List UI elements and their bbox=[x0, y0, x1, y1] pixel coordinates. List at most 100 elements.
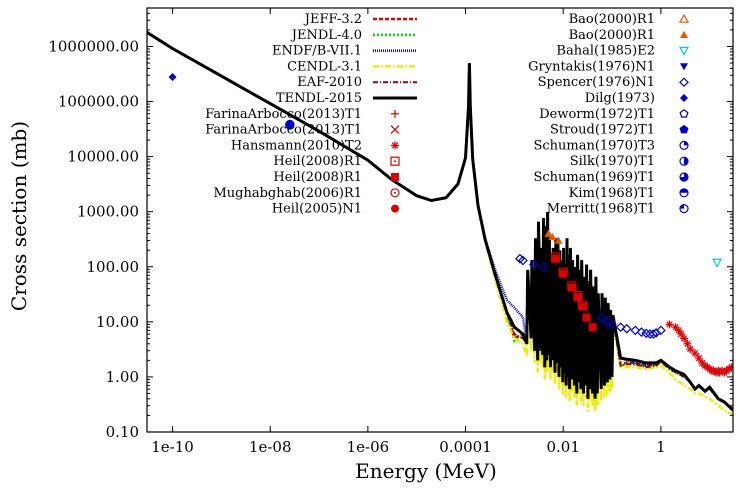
y-tick-label: 10.00 bbox=[96, 313, 139, 331]
legend-marker-sample bbox=[679, 77, 689, 88]
data-point bbox=[665, 320, 674, 329]
data-point bbox=[559, 269, 568, 278]
legend-entry: ENDF/B-VII.1 bbox=[272, 44, 417, 59]
y-tick-label: 100.00 bbox=[87, 258, 140, 276]
legend-label: ENDF/B-VII.1 bbox=[272, 44, 362, 59]
y-tick-label: 1000000.00 bbox=[48, 37, 139, 55]
legend-label: Mughabghab(2006)R1 bbox=[213, 186, 362, 201]
data-point bbox=[727, 363, 733, 372]
legend-entry: Heil(2005)N1 bbox=[272, 202, 399, 217]
legend-label: Schuman(1970)T3 bbox=[533, 138, 655, 153]
legend-entry: JEFF-3.2 bbox=[303, 12, 417, 27]
legend-label: TENDL-2015 bbox=[276, 91, 362, 106]
legend-entry: Schuman(1970)T3 bbox=[533, 138, 689, 153]
legend-entry: Spencer(1976)N1 bbox=[538, 75, 689, 90]
legend-marker-sample bbox=[679, 124, 689, 134]
legend-marker-sample bbox=[679, 140, 689, 150]
data-point bbox=[680, 334, 689, 343]
legend-label: Gryntakis(1976)N1 bbox=[528, 59, 655, 74]
legend-label: Heil(2005)N1 bbox=[272, 202, 362, 217]
data-point bbox=[567, 283, 576, 292]
legend-label: Bao(2000)R1 bbox=[569, 12, 655, 27]
x-tick-label: 0.01 bbox=[546, 438, 579, 456]
x-axis-title: Energy (MeV) bbox=[355, 459, 497, 483]
data-point bbox=[656, 325, 666, 336]
data-point bbox=[548, 232, 557, 241]
series-line bbox=[147, 31, 733, 412]
x-tick-label: 1e-06 bbox=[347, 438, 390, 456]
legend-label: CENDL-3.1 bbox=[287, 59, 362, 74]
legend-entry: FarinaArbocco(2013)T1 bbox=[205, 123, 400, 138]
legend-marker-sample bbox=[679, 109, 689, 118]
legend-label: Stroud(1972)T1 bbox=[550, 123, 655, 138]
legend-label: Bao(2000)R1 bbox=[569, 28, 655, 43]
data-point bbox=[596, 312, 607, 323]
y-tick-label: 1.00 bbox=[106, 368, 139, 386]
legend-label: Heil(2008)R1 bbox=[273, 170, 362, 185]
data-point bbox=[285, 120, 295, 130]
y-tick-label: 1000.00 bbox=[77, 203, 139, 221]
data-point bbox=[691, 349, 700, 358]
legend-label: Spencer(1976)N1 bbox=[538, 75, 655, 90]
legend-entry: Silk(1970)T1 bbox=[570, 154, 689, 169]
legend-entry: Schuman(1969)T1 bbox=[533, 170, 689, 185]
legend-marker-sample bbox=[680, 63, 688, 71]
legend-marker-sample bbox=[391, 109, 399, 118]
legend-entry: FarinaArbocco(2013)T1 bbox=[205, 107, 399, 122]
legend-label: JEFF-3.2 bbox=[303, 12, 362, 27]
legend-marker-sample bbox=[391, 204, 399, 213]
data-point bbox=[607, 319, 617, 330]
legend-marker-sample bbox=[679, 188, 689, 198]
legend-label: Bahal(1985)E2 bbox=[556, 44, 655, 59]
legend-label: JENDL-4.0 bbox=[290, 28, 362, 43]
data-point bbox=[544, 229, 553, 237]
legend-marker-sample bbox=[680, 30, 688, 38]
x-tick-label: 1 bbox=[656, 438, 666, 456]
legend-entry: Stroud(1972)T1 bbox=[550, 123, 689, 138]
legend-label: Schuman(1969)T1 bbox=[533, 170, 655, 185]
data-point bbox=[588, 323, 597, 332]
legend-entry: Hansmann(2010)T2 bbox=[231, 138, 399, 153]
legend-marker-sample bbox=[390, 125, 400, 135]
data-point bbox=[578, 302, 587, 311]
legend-entry: EAF-2010 bbox=[297, 75, 417, 90]
data-point bbox=[683, 339, 692, 348]
legend-label: FarinaArbocco(2013)T1 bbox=[205, 123, 362, 138]
legend-marker-sample bbox=[391, 173, 399, 181]
data-point bbox=[538, 261, 549, 272]
legend-label: FarinaArbocco(2013)T1 bbox=[205, 107, 362, 122]
data-point bbox=[630, 325, 641, 336]
legend-marker-sample bbox=[391, 141, 399, 150]
data-point bbox=[648, 329, 659, 339]
legend-label: EAF-2010 bbox=[297, 75, 362, 90]
y-axis: 0.10 1.00 10.00 100.00 1000.00 10000.00 100000… bbox=[48, 7, 733, 441]
data-point bbox=[582, 313, 591, 322]
legend-entry: TENDL-2015 bbox=[276, 91, 417, 106]
legend-entry: Dilg(1973) bbox=[585, 91, 688, 106]
data-point bbox=[621, 323, 632, 334]
legend-marker-sample bbox=[678, 13, 690, 23]
legend-entry: Deworm(1972)T1 bbox=[539, 107, 689, 122]
data-point bbox=[518, 255, 528, 266]
legend-marker-sample bbox=[390, 188, 400, 198]
x-tick-label: 0.0001 bbox=[439, 438, 492, 456]
y-axis-title: Cross section (mb) bbox=[7, 121, 31, 311]
data-point bbox=[528, 259, 539, 270]
legend: JEFF-3.2JENDL-4.0ENDF/B-VII.1CENDL-3.1EA… bbox=[205, 12, 690, 217]
y-tick-label: 10000.00 bbox=[67, 148, 139, 166]
legend-marker-sample bbox=[679, 172, 689, 182]
legend-label: Silk(1970)T1 bbox=[570, 154, 655, 169]
legend-label: Dilg(1973) bbox=[585, 91, 655, 106]
legend-label: Hansmann(2010)T2 bbox=[231, 138, 362, 153]
data-point bbox=[677, 330, 686, 339]
x-axis: 1e-10 1e-08 1e-06 0.0001 0.01 1 bbox=[151, 8, 666, 456]
legend-entry: Kim(1968)T1 bbox=[569, 186, 689, 201]
legend-marker-sample bbox=[678, 46, 690, 56]
legend-label: Kim(1968)T1 bbox=[569, 186, 655, 201]
legend-entry: Bahal(1985)E2 bbox=[556, 44, 690, 59]
legend-marker-sample bbox=[390, 156, 400, 166]
legend-entry: Bao(2000)R1 bbox=[569, 12, 690, 27]
x-tick-label: 1e-10 bbox=[151, 438, 194, 456]
legend-marker-sample bbox=[679, 156, 689, 166]
